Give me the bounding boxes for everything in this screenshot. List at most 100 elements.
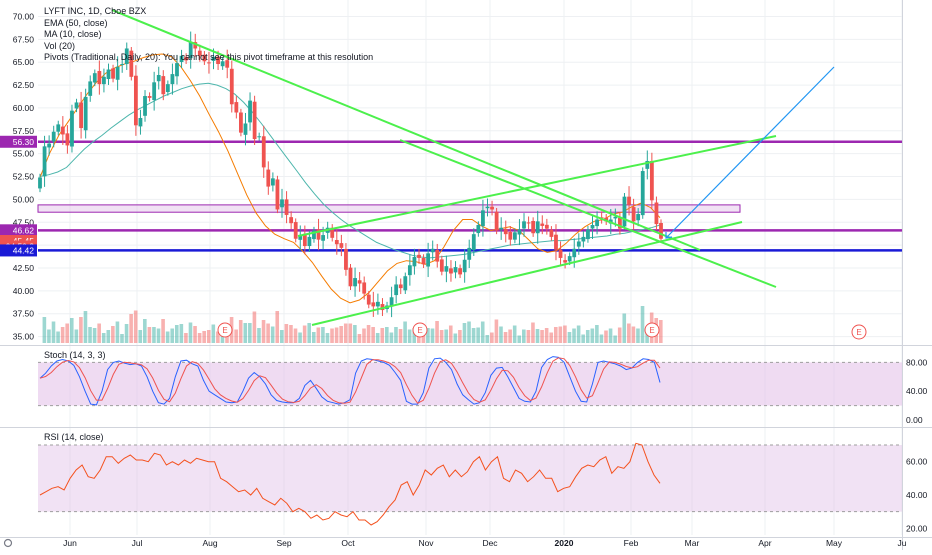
candle-body: [627, 196, 631, 205]
earnings-circle: [217, 322, 233, 338]
candle-body: [65, 133, 70, 146]
volume-bar: [252, 311, 257, 343]
volume-bar: [636, 328, 640, 343]
candle: [627, 186, 631, 216]
y-tick-label: 50.00: [13, 194, 35, 204]
candle-body: [357, 280, 362, 284]
x-tick-label: Feb: [624, 538, 639, 548]
candle: [439, 255, 444, 276]
rsi-label[interactable]: RSI (14, close): [44, 432, 104, 442]
earnings-marker[interactable]: E: [217, 322, 233, 338]
rsi-pane: [38, 442, 902, 526]
candle-body: [270, 178, 275, 186]
candle-body: [143, 96, 147, 116]
y-tick-label: 62.50: [13, 80, 35, 90]
earnings-marker[interactable]: E: [644, 322, 660, 338]
candle-body: [197, 50, 202, 56]
candle-body: [481, 210, 485, 227]
candle: [490, 200, 494, 216]
candle-body: [604, 217, 609, 222]
volume-bar: [476, 327, 480, 343]
candle-body: [280, 199, 284, 208]
candle: [234, 96, 239, 119]
earnings-marker[interactable]: E: [412, 322, 428, 338]
candle: [512, 228, 517, 244]
legend-ema[interactable]: EMA (50, close): [44, 17, 108, 28]
price-badge-bg: [0, 135, 37, 148]
legend-symbol[interactable]: LYFT INC, 1D, Cboe BZX: [44, 6, 147, 16]
legend-ma[interactable]: MA (10, close): [44, 29, 102, 39]
candle-body: [403, 276, 408, 291]
legend-vol[interactable]: Vol (20): [44, 40, 76, 51]
x-tick-label: Jul: [132, 538, 143, 548]
candle-body: [467, 247, 472, 260]
candle-body: [636, 214, 641, 221]
rsi-tick-label: 60.00: [906, 457, 928, 467]
stoch-k-line: [39, 356, 661, 406]
volume-bar: [503, 332, 508, 343]
candle: [92, 69, 97, 87]
earnings-marker[interactable]: E: [851, 324, 867, 340]
candle: [659, 219, 663, 243]
volume-bar: [302, 325, 307, 343]
volume-bar: [197, 333, 202, 343]
y-tick-label: 37.50: [13, 309, 35, 319]
volume-bar: [622, 313, 627, 343]
candle-body: [645, 160, 650, 169]
stoch-label[interactable]: Stoch (14, 3, 3): [44, 350, 106, 360]
price-badge-bg: [0, 244, 37, 257]
candle-body: [229, 68, 234, 105]
candle-body: [426, 253, 431, 267]
legend-pivots[interactable]: Pivots (Traditional, Daily, 20): You can…: [44, 52, 374, 62]
candle: [554, 224, 558, 261]
resistance-zone: [37, 204, 741, 213]
candle-body: [499, 227, 504, 230]
volume-bar: [293, 328, 298, 343]
candle: [197, 44, 202, 62]
candle-body: [193, 42, 198, 49]
candle-body: [312, 230, 316, 240]
rsi-tick-label: 20.00: [906, 523, 928, 533]
candle: [417, 248, 421, 264]
candle: [225, 49, 230, 79]
volume-bar: [170, 328, 175, 343]
candle-body: [334, 240, 339, 245]
y-tick-label: 52.50: [13, 172, 35, 182]
candle-body: [439, 259, 444, 272]
candle-body: [544, 224, 549, 229]
candle-body: [129, 50, 134, 77]
candle-body: [266, 169, 271, 187]
candle: [120, 55, 125, 73]
candle: [366, 291, 371, 309]
candle-body: [88, 81, 93, 96]
trendlines: [111, 9, 835, 326]
candle: [348, 263, 353, 290]
volume-bar: [266, 323, 270, 343]
volume-bar: [289, 325, 293, 343]
volume-bar: [161, 319, 165, 343]
candle: [257, 132, 262, 141]
candle: [179, 49, 184, 68]
candle-body: [38, 177, 42, 189]
volume-bar: [270, 326, 275, 343]
candle: [471, 228, 476, 257]
volume-bar: [115, 321, 120, 343]
candle: [494, 207, 499, 235]
candle: [65, 125, 70, 154]
candle-body: [51, 131, 56, 142]
settings-icon[interactable]: [3, 538, 13, 548]
candle: [371, 291, 376, 317]
candle-body: [613, 216, 618, 219]
candle-body: [449, 268, 453, 274]
volume-bar: [371, 327, 375, 343]
volume-bar: [375, 333, 380, 343]
volume-bar: [599, 334, 604, 343]
volume-bar: [243, 323, 248, 343]
candle-body: [115, 66, 120, 80]
volume-bar: [343, 323, 348, 343]
candle: [111, 64, 115, 83]
volume-bar: [216, 331, 220, 343]
candle: [175, 54, 179, 85]
